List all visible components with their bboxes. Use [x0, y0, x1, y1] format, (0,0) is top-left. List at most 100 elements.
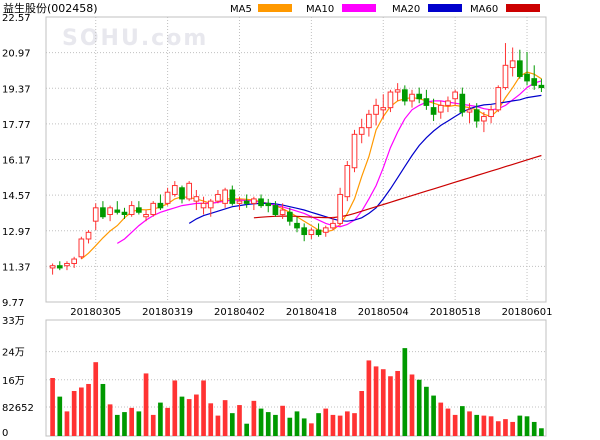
volume-bar [143, 373, 149, 436]
legend-item-ma5: MA5 [230, 4, 292, 15]
volume-bar [409, 374, 415, 436]
candle [466, 103, 473, 124]
volume-bar [265, 412, 271, 436]
volume-bar [294, 411, 300, 436]
price-tick-label: 9.77 [2, 298, 24, 309]
candle-body-down [265, 202, 272, 207]
candle [121, 207, 128, 219]
candle [229, 185, 236, 206]
candle [164, 187, 171, 206]
candle [71, 256, 77, 268]
legend-swatch [258, 4, 292, 12]
candle [517, 49, 523, 79]
legend-label: MA20 [392, 4, 420, 15]
candle-body-up [85, 231, 92, 240]
volume-bar [208, 403, 214, 436]
volume-bar [416, 379, 422, 436]
candle [351, 129, 358, 173]
volume-bar [330, 414, 336, 436]
volume-bar [323, 408, 329, 436]
volume-bar [165, 407, 170, 436]
volume-bar [316, 413, 321, 436]
candle-body-up [409, 93, 415, 102]
volume-bar [86, 383, 91, 436]
candle [215, 190, 221, 204]
volume-bar [129, 407, 135, 436]
candle [272, 201, 279, 217]
candle [186, 181, 193, 202]
volume-bar [539, 428, 544, 436]
candle [416, 87, 423, 104]
candle-body-up [207, 200, 214, 209]
candle [488, 105, 494, 124]
volume-bar [244, 423, 250, 436]
volume-bar [237, 405, 242, 436]
candle-body-up [236, 200, 243, 204]
candle [322, 225, 329, 237]
volume-bar [100, 383, 106, 436]
candle-body-down [258, 198, 264, 207]
candle-body-up [200, 202, 207, 209]
volume-bar [337, 415, 343, 436]
candle [502, 43, 509, 90]
candle-body-up [373, 104, 379, 115]
candle [78, 236, 85, 260]
candle [157, 194, 164, 211]
volume-tick-label: 82652 [2, 403, 34, 414]
candle [171, 181, 178, 197]
stock-code: (002458) [47, 2, 98, 15]
volume-bar [136, 411, 142, 436]
candle [56, 261, 63, 271]
candle [344, 161, 351, 202]
volume-bar [424, 386, 429, 436]
volume-tick-label: 24万 [2, 348, 25, 359]
volume-bar [488, 416, 494, 436]
candle-body-down [524, 73, 530, 82]
volume-bars [50, 348, 544, 436]
legend-swatch [506, 4, 540, 12]
candle-body-down [243, 200, 250, 204]
volume-bar [366, 360, 372, 436]
price-tick-label: 14.57 [2, 191, 31, 202]
volume-bar [510, 421, 515, 436]
candle [366, 109, 372, 137]
volume-bar [93, 362, 99, 436]
price-tick-label: 22.57 [2, 13, 31, 24]
candle-body-down [531, 78, 538, 86]
candle-body-up [150, 202, 157, 215]
stock-title: 益生股份(002458) [3, 1, 98, 15]
candle-body-up [387, 91, 394, 109]
volume-bar [251, 400, 257, 436]
volume-tick-label: 33万 [2, 316, 25, 327]
candle-body-up [380, 107, 387, 111]
candle [538, 78, 545, 93]
volume-bar [150, 414, 156, 436]
candle-body-down [157, 202, 164, 209]
legend-label: MA10 [306, 4, 334, 15]
volume-bar [531, 421, 537, 436]
volume-bar [122, 412, 127, 436]
legend-label: MA60 [470, 4, 498, 15]
legend-label: MA5 [230, 4, 252, 15]
candle-body-up [452, 91, 458, 100]
price-tick-label: 20.97 [2, 49, 31, 60]
candle [128, 201, 135, 217]
volume-bar [158, 402, 163, 436]
volume-bar [172, 380, 178, 436]
volume-bar [495, 421, 501, 436]
ma-line-ma10 [116, 80, 542, 244]
candle-body-down [401, 89, 408, 102]
candle [179, 185, 185, 204]
candle-body-up [481, 116, 487, 122]
volume-bar [380, 369, 386, 436]
volume-bar [344, 411, 350, 436]
candle-body-down [459, 93, 466, 113]
candle [200, 196, 207, 215]
candle-body-up [78, 238, 85, 258]
volume-bar [402, 348, 408, 436]
candle [531, 65, 538, 90]
candle [251, 196, 257, 211]
candle-body-up [466, 109, 473, 113]
candle-body-down [301, 227, 308, 236]
